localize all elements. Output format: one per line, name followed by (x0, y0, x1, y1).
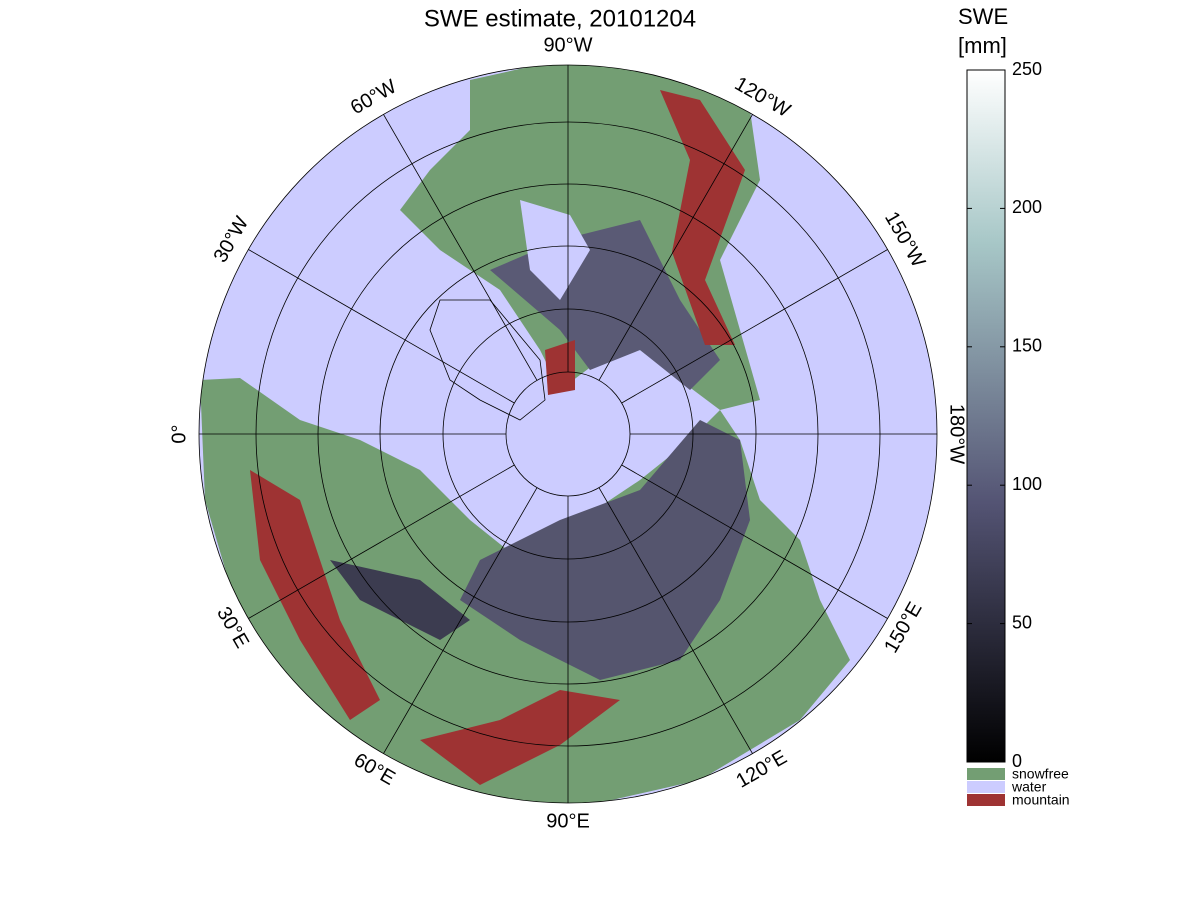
graticule (198, 64, 938, 804)
meridian (248, 249, 515, 404)
colorbar-label: SWE (958, 4, 1008, 29)
legend-swatch (967, 768, 1005, 780)
legend-label: snowfree (1012, 766, 1069, 782)
legend-label: mountain (1012, 792, 1070, 808)
meridian (621, 249, 888, 404)
mountain-area (250, 470, 380, 720)
polar-map: 90°W120°W150°W180°W150°E120°E90°E60°E30°… (168, 34, 967, 832)
meridian (383, 114, 538, 381)
mountain-area (660, 90, 745, 345)
colorbar-tick-label: 250 (1012, 59, 1042, 79)
meridian (248, 464, 515, 619)
meridian (598, 487, 753, 754)
longitude-label: 90°W (543, 34, 592, 56)
colorbar-tick-label: 0 (1012, 751, 1022, 771)
greenland (429, 299, 546, 421)
colorbar-tick-label: 150 (1012, 336, 1042, 356)
legend-swatch (967, 794, 1005, 806)
legend-label: water (1011, 779, 1047, 795)
colorbar-tick-label: 100 (1012, 474, 1042, 494)
colorbar-gradient (966, 69, 1006, 763)
mountain-area (420, 690, 620, 785)
map-title: SWE estimate, 20101204 (424, 5, 696, 32)
mountain-area (545, 340, 575, 395)
colorbar: SWE [mm] 0 50 100 150 200 250 snowfreewatermou… (958, 4, 1070, 808)
meridian (621, 464, 888, 619)
colorbar-label: [mm] (958, 33, 1007, 58)
meridian (383, 487, 538, 754)
colorbar-tick-label: 200 (1012, 197, 1042, 217)
meridian (598, 114, 753, 381)
longitude-label: 180°W (946, 404, 968, 464)
hudson-bay (520, 200, 590, 300)
legend-swatch (967, 781, 1005, 793)
snow-cover (460, 420, 750, 680)
colorbar-tick-label: 50 (1012, 612, 1032, 632)
longitude-label: 90°E (546, 810, 590, 832)
longitude-label: 0° (168, 424, 190, 443)
